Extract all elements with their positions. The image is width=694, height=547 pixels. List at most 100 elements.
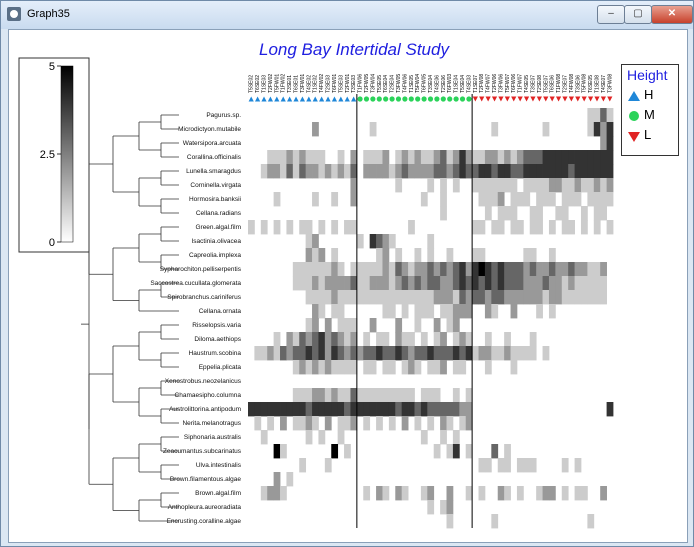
maximize-button[interactable]: ▢ xyxy=(624,5,652,24)
heatmap-cell xyxy=(286,332,294,347)
column-label: T1SE03 xyxy=(262,75,268,93)
heatmap-cell xyxy=(363,276,371,291)
heatmap-cell xyxy=(561,178,569,193)
heatmap-cell xyxy=(574,262,582,277)
heatmap-cell xyxy=(382,262,390,277)
heatmap-cell xyxy=(510,206,518,221)
marker-m xyxy=(363,96,370,102)
heatmap-cell xyxy=(504,164,511,179)
marker-h xyxy=(248,96,254,102)
heatmap-cell xyxy=(312,388,319,403)
heatmap-cell xyxy=(299,164,307,179)
heatmap-cell xyxy=(459,164,467,179)
heatmap-cell xyxy=(369,290,377,305)
column-label: T4FW07 xyxy=(486,74,492,93)
heatmap-cell xyxy=(491,122,499,137)
column-label: T5SE07 xyxy=(543,75,549,93)
heatmap-cell xyxy=(593,290,601,305)
heatmap-cell xyxy=(568,220,575,235)
heatmap-cell xyxy=(536,262,543,277)
heatmap-cell xyxy=(337,360,345,375)
heatmap-cell xyxy=(363,290,371,305)
heatmap-cell xyxy=(600,150,607,165)
heatmap-cell xyxy=(401,150,409,165)
marker-l xyxy=(479,96,485,102)
heatmap-cell xyxy=(606,164,614,179)
heatmap-cell xyxy=(420,304,428,319)
legend-label-l: L xyxy=(644,127,652,142)
heatmap-cell xyxy=(305,262,313,277)
heatmap-cell xyxy=(574,458,582,473)
heatmap-cell xyxy=(587,164,595,179)
row-label: Diloma.aethiops xyxy=(194,336,241,343)
minimize-button[interactable]: – xyxy=(597,5,625,24)
column-label: T5SE04 xyxy=(460,75,466,93)
triangle-down-icon xyxy=(628,132,640,142)
column-label: T3FW08 xyxy=(607,74,613,93)
heatmap-cell xyxy=(260,164,268,179)
title-bar[interactable]: Graph35 – ▢ ✕ xyxy=(1,1,693,29)
heatmap-cell xyxy=(478,262,486,277)
heatmap-cell xyxy=(324,290,332,305)
heatmap-cell xyxy=(324,360,332,375)
heatmap-cell xyxy=(484,360,492,375)
heatmap-cell xyxy=(593,276,601,291)
heatmap-cell xyxy=(324,388,332,403)
heatmap-cell xyxy=(363,402,371,417)
chart-title: Long Bay Intertidal Study xyxy=(259,40,450,59)
heatmap-cell xyxy=(600,178,607,193)
heatmap-cell xyxy=(414,150,422,165)
heatmap-cell xyxy=(273,164,281,179)
heatmap-cell xyxy=(350,290,358,305)
heatmap-cell xyxy=(382,164,390,179)
close-button[interactable]: ✕ xyxy=(651,5,693,24)
heatmap-cell xyxy=(574,178,582,193)
heatmap-cell xyxy=(452,388,460,403)
heatmap-cell xyxy=(350,346,358,361)
marker-m xyxy=(434,96,440,102)
heatmap-cell xyxy=(312,402,319,417)
heatmap-cell xyxy=(484,178,492,193)
heatmap-cell xyxy=(427,304,435,319)
heatmap-cell xyxy=(433,444,441,459)
heatmap-cell xyxy=(292,346,300,361)
heatmap-cell xyxy=(382,486,390,501)
heatmap-cell xyxy=(331,332,339,347)
heatmap-cell xyxy=(331,444,339,459)
heatmap-cell xyxy=(433,276,441,291)
heatmap-cell xyxy=(369,262,377,277)
marker-h xyxy=(319,96,325,102)
heatmap-cell xyxy=(401,262,409,277)
heatmap-cell xyxy=(536,164,543,179)
heatmap-cell xyxy=(267,164,275,179)
heatmap-cell xyxy=(561,220,569,235)
heatmap-cell xyxy=(600,276,607,291)
heatmap-cell xyxy=(606,402,614,417)
heatmap-cell xyxy=(427,262,435,277)
heatmap-cell xyxy=(369,360,377,375)
heatmap-cell xyxy=(395,290,403,305)
heatmap-cell xyxy=(465,304,473,319)
heatmap-cell xyxy=(459,304,467,319)
legend-label-h: H xyxy=(644,87,654,102)
marker-l xyxy=(472,96,478,102)
heatmap-cell xyxy=(593,164,601,179)
heatmap-cell xyxy=(344,220,351,235)
heatmap-cell xyxy=(606,150,614,165)
heatmap-cell xyxy=(542,178,550,193)
heatmap-cell xyxy=(382,276,390,291)
heatmap-cell xyxy=(254,402,262,417)
heatmap-cell xyxy=(324,318,332,333)
heatmap-cell xyxy=(369,276,377,291)
heatmap-cell xyxy=(344,346,351,361)
heatmap-cell xyxy=(478,276,486,291)
heatmap-cell xyxy=(440,346,447,361)
heatmap-cell xyxy=(376,150,383,165)
column-label: T4FW06 xyxy=(402,74,408,93)
heatmap-cell xyxy=(497,220,505,235)
heatmap-cell xyxy=(542,276,550,291)
heatmap-cell xyxy=(529,164,537,179)
column-label: T5SE02 xyxy=(249,75,255,93)
heatmap-cell xyxy=(248,402,255,417)
heatmap-cell xyxy=(440,164,447,179)
